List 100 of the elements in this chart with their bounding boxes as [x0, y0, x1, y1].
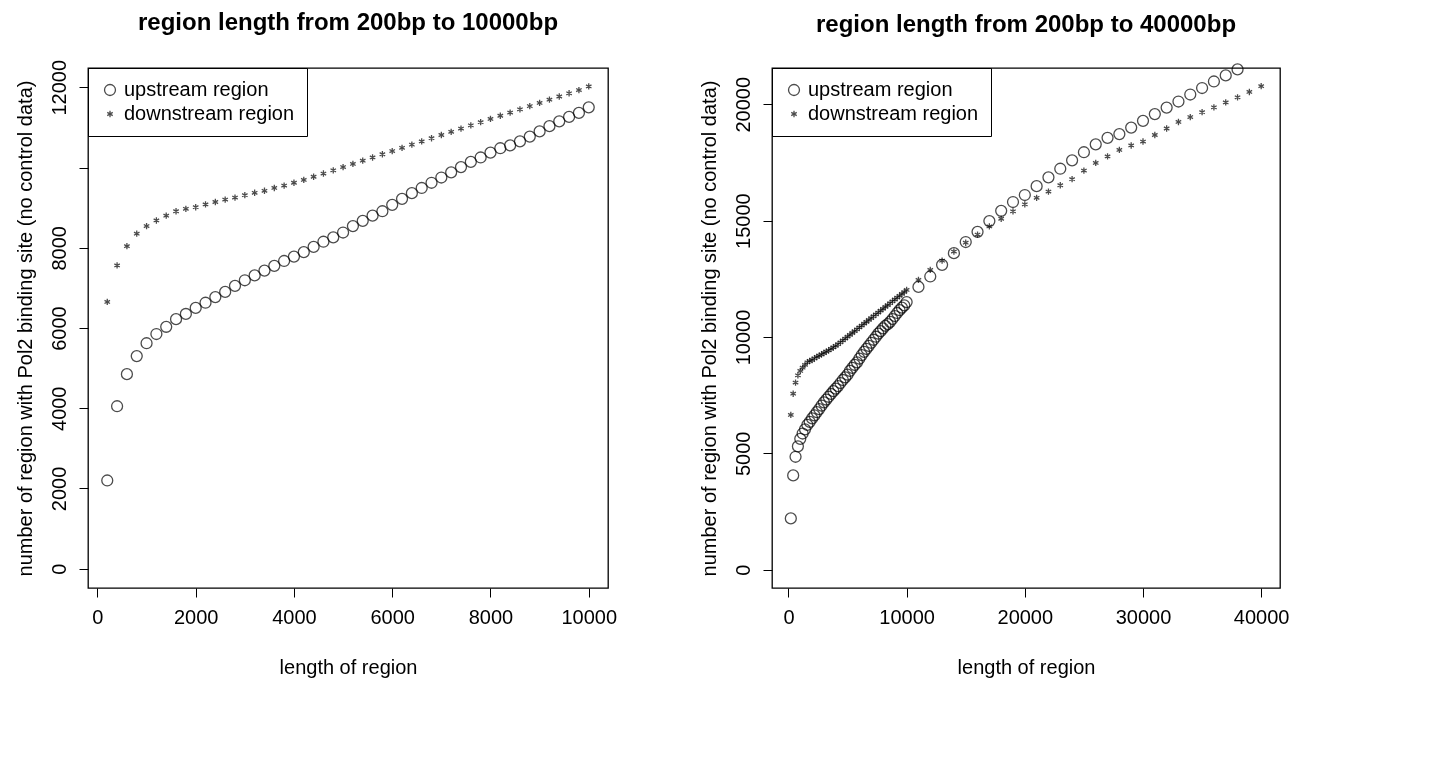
- point: [366, 209, 379, 222]
- point: [435, 171, 448, 184]
- point: [496, 111, 504, 120]
- y-tick-label: 20000: [731, 76, 754, 133]
- point: [526, 102, 534, 110]
- legend-label: downstream region: [808, 102, 979, 124]
- y-tick-label: 0: [731, 564, 754, 576]
- x-tick-label: 0: [92, 605, 104, 628]
- point: [408, 140, 416, 149]
- point: [523, 130, 536, 143]
- x-axis-title: length of region: [279, 655, 418, 678]
- point: [536, 99, 544, 107]
- point: [418, 137, 426, 146]
- point: [428, 134, 435, 143]
- x-tick-label: 0: [783, 605, 795, 628]
- point: [307, 240, 320, 254]
- point: [290, 178, 298, 187]
- point: [152, 216, 160, 225]
- y-axis-title: number of region with Pol2 binding site (no control data): [697, 80, 720, 577]
- point: [555, 92, 563, 101]
- point: [585, 82, 593, 91]
- point: [339, 163, 347, 171]
- x-tick-label: 2000: [173, 605, 219, 628]
- point: [211, 198, 219, 206]
- point: [221, 195, 229, 204]
- point: [248, 269, 261, 282]
- x-tick-label: 20000: [997, 605, 1054, 628]
- point: [182, 205, 190, 213]
- y-tick-label: 0: [47, 563, 70, 575]
- point: [575, 86, 583, 94]
- point: [280, 181, 288, 190]
- point: [494, 142, 507, 155]
- y-tick-label: 12000: [47, 59, 70, 116]
- point: [143, 222, 150, 230]
- point: [582, 101, 595, 114]
- point: [516, 105, 524, 114]
- x-tick-label: 6000: [370, 605, 415, 628]
- point: [101, 474, 114, 487]
- point: [349, 160, 357, 168]
- point: [130, 349, 143, 363]
- point: [359, 156, 367, 165]
- point: [258, 264, 271, 277]
- point: [123, 242, 131, 250]
- point: [327, 231, 340, 244]
- point: [506, 108, 514, 117]
- point: [160, 320, 173, 333]
- point: [474, 151, 487, 164]
- y-tick-label: 15000: [731, 193, 754, 249]
- x-tick-label: 10000: [879, 605, 935, 628]
- point: [546, 95, 553, 104]
- chart-title: region length from 200bp to 10000bp: [137, 8, 559, 36]
- point: [172, 207, 180, 216]
- point: [192, 203, 200, 212]
- point: [209, 290, 222, 304]
- legend-label: downstream region: [124, 102, 295, 124]
- x-tick-label: 40000: [1233, 605, 1290, 628]
- point: [425, 176, 438, 189]
- point: [133, 229, 141, 238]
- point: [454, 160, 468, 174]
- point: [150, 327, 163, 341]
- point: [378, 150, 386, 159]
- point: [113, 261, 121, 270]
- point: [278, 254, 291, 268]
- point: [543, 120, 556, 133]
- point: [251, 188, 259, 197]
- point: [310, 172, 318, 181]
- point: [238, 274, 251, 287]
- point: [261, 186, 268, 195]
- point: [445, 166, 458, 179]
- point: [565, 89, 573, 98]
- point: [405, 187, 418, 200]
- y-axis-title: number of region with Pol2 binding site (no control data): [13, 80, 36, 577]
- point: [504, 139, 517, 152]
- point: [287, 250, 301, 263]
- point: [320, 169, 327, 178]
- point: [447, 127, 455, 136]
- y-tick-label: 4000: [47, 386, 70, 431]
- point: [140, 337, 153, 350]
- y-tick-label: 2000: [47, 466, 70, 512]
- point: [398, 144, 406, 152]
- point: [376, 205, 389, 218]
- point: [110, 400, 124, 413]
- y-tick-label: 10000: [731, 309, 754, 366]
- point: [415, 181, 428, 195]
- point: [487, 115, 494, 123]
- point: [241, 191, 249, 199]
- point: [386, 198, 399, 211]
- point: [437, 131, 445, 139]
- point: [484, 146, 497, 159]
- point: [270, 184, 278, 192]
- point: [268, 259, 281, 272]
- x-tick-label: 10000: [561, 605, 618, 628]
- point: [533, 125, 546, 138]
- point: [329, 166, 337, 175]
- point: [297, 246, 310, 259]
- point: [572, 106, 586, 120]
- point: [202, 200, 209, 209]
- point: [162, 211, 170, 220]
- y-tick-label: 6000: [47, 306, 70, 351]
- point: [231, 193, 239, 202]
